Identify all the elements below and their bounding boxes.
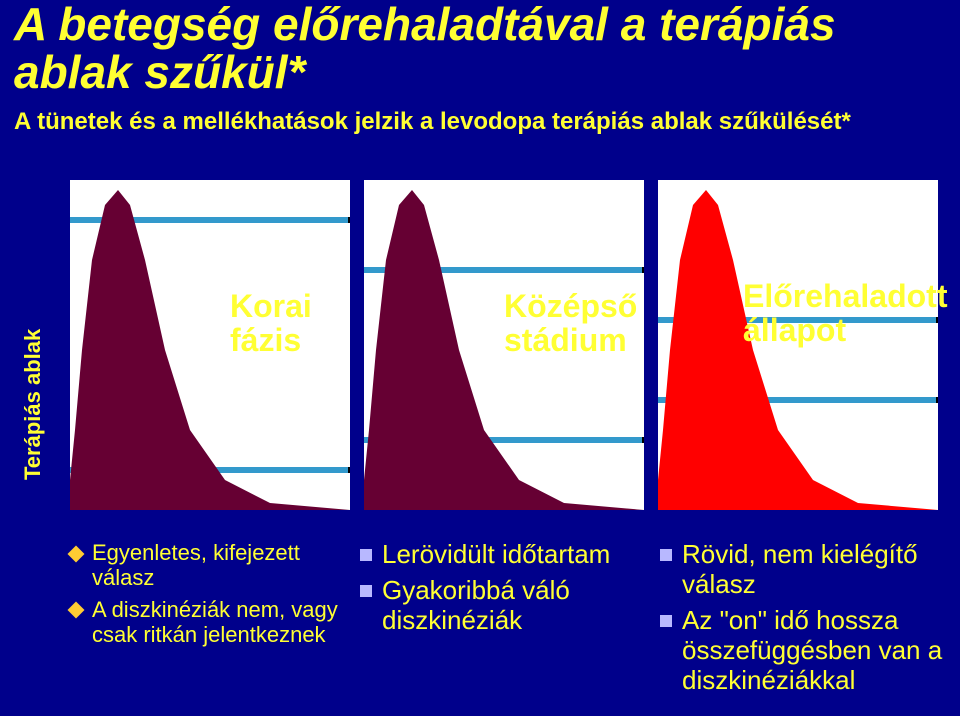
bullet-column: Lerövidült időtartam Gyakoribbá váló disz… [360,540,660,642]
diamond-bullet-icon [68,602,85,619]
diamond-bullet-icon [68,545,85,562]
square-bullet-icon [660,549,672,561]
bullet-text: Az "on" idő hossza összefüggésben van a … [682,605,942,695]
chart-area: Korai fázis Középső stádium Előrehaladott … [70,180,940,510]
chart-panel: Korai fázis [70,180,350,510]
square-bullet-icon [360,585,372,597]
response-curve [658,190,938,510]
y-axis-label: Terápiás ablak [20,329,46,480]
bullet-text: Lerövidült időtartam [382,539,610,569]
bullet-item: Lerövidült időtartam [360,540,660,570]
phase-label: Középső stádium [504,290,637,357]
bullet-text: A diszkinéziák nem, vagy csak ritkán jel… [92,597,338,647]
bullet-column: Rövid, nem kielégítő válaszAz "on" idő h… [660,540,960,701]
bullet-text: Gyakoribbá váló diszkinéziák [382,575,570,635]
bullet-item: Rövid, nem kielégítő válasz [660,540,960,600]
chart-panel: Középső stádium [364,180,644,510]
slide-subtitle: A tünetek és a mellékhatások jelzik a le… [14,108,944,136]
bullet-text: Rövid, nem kielégítő válasz [682,539,918,599]
phase-label: Korai fázis [230,290,312,357]
bullet-column: Egyenletes, kifejezett válasz A diszkinéz… [70,540,350,653]
bullet-item: Gyakoribbá váló diszkinéziák [360,576,660,636]
square-bullet-icon [660,615,672,627]
bullet-item: Egyenletes, kifejezett válasz [70,540,350,591]
slide: A betegség előrehaladtával a terápiás ab… [0,0,960,716]
bullet-item: A diszkinéziák nem, vagy csak ritkán jel… [70,597,350,648]
bullet-text: Egyenletes, kifejezett válasz [92,540,300,590]
slide-title: A betegség előrehaladtával a terápiás ab… [14,0,934,97]
bullet-item: Az "on" idő hossza összefüggésben van a … [660,606,960,696]
chart-panel: Előrehaladott állapot [658,180,938,510]
phase-label: Előrehaladott állapot [743,280,947,347]
square-bullet-icon [360,549,372,561]
